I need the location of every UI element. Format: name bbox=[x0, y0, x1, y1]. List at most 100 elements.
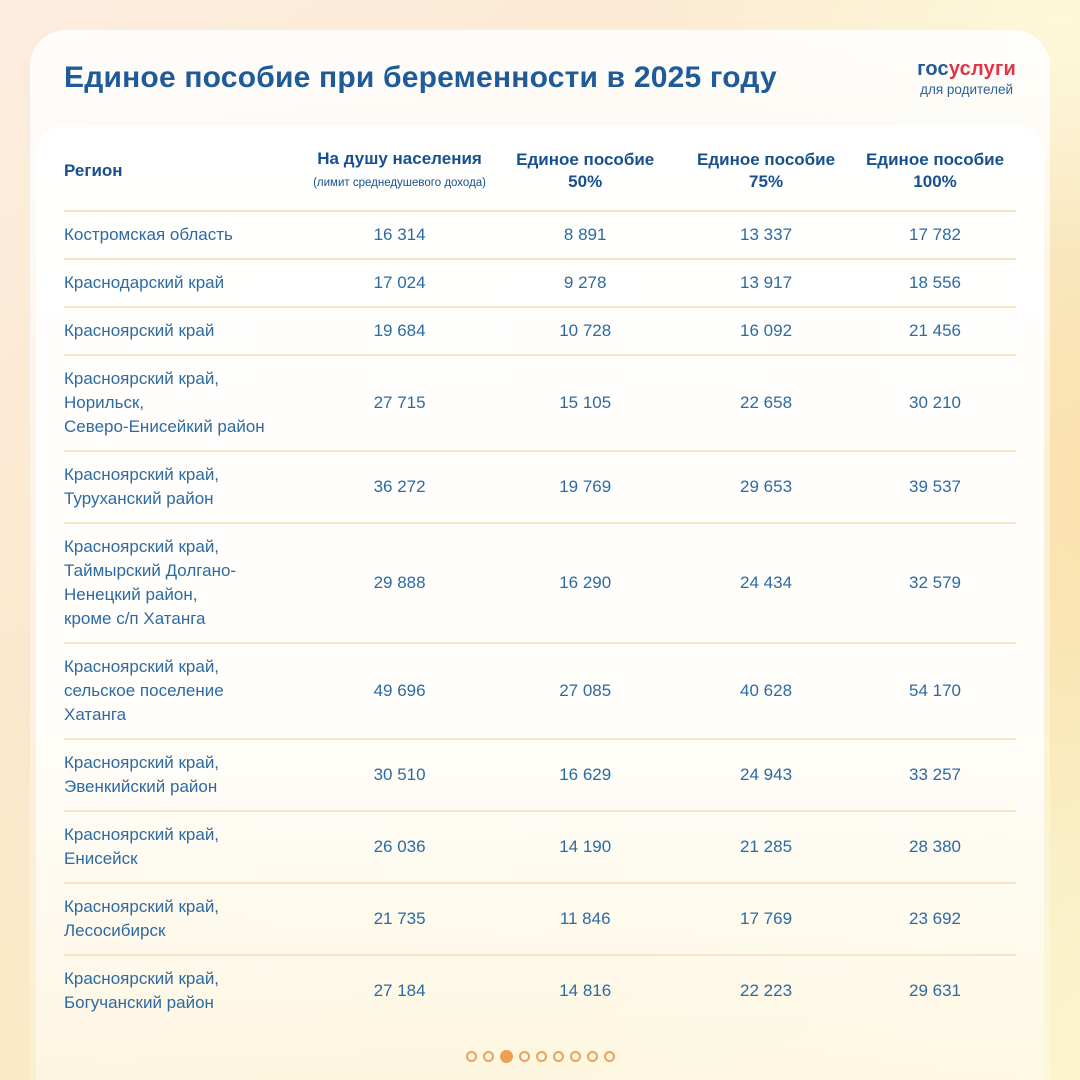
benefit-50-value: 11 846 bbox=[559, 909, 611, 928]
benefit-100-value: 54 170 bbox=[909, 681, 962, 700]
benefit-75-label: 75% bbox=[749, 172, 784, 191]
benefit-100-value: 30 210 bbox=[909, 393, 962, 412]
benefit-75-value: 21 285 bbox=[740, 837, 793, 856]
benefit-50-value: 10 728 bbox=[559, 321, 612, 340]
table-row: Красноярский край 19 684 10 728 16 092 21 45… bbox=[64, 308, 1016, 356]
benefit-75-value: 40 628 bbox=[740, 681, 793, 700]
region-cell: Красноярский край, Туруханский район bbox=[64, 465, 220, 508]
table-row: Красноярский край, Лесосибирск 21 735 11 8… bbox=[64, 884, 1016, 956]
per-capita-value: 21 735 bbox=[373, 909, 426, 928]
table-header-row: Регион На душу населения (лимит среднеду… bbox=[64, 126, 1016, 212]
benefit-50-value: 19 769 bbox=[559, 477, 612, 496]
column-header-per-capita: На душу населения (лимит среднедушевого … bbox=[307, 148, 493, 194]
benefit-50-value: 9 278 bbox=[563, 273, 607, 292]
content-card: Единое пособие при беременности в 2025 г… bbox=[30, 30, 1050, 1080]
carousel-dot[interactable] bbox=[569, 1051, 581, 1062]
carousel-dot[interactable] bbox=[603, 1051, 615, 1062]
logo-subtitle: для родителей bbox=[920, 82, 1014, 98]
per-capita-value: 36 272 bbox=[373, 477, 426, 496]
benefit-100-value: 21 456 bbox=[909, 321, 962, 340]
benefit-75-value: 13 917 bbox=[740, 273, 793, 292]
benefit-50-value: 27 085 bbox=[559, 681, 612, 700]
benefit-75-value: 22 223 bbox=[740, 981, 793, 1000]
per-capita-value: 29 888 bbox=[373, 573, 426, 592]
benefit-75-value: 16 092 bbox=[740, 321, 793, 340]
benefit-75-value: 17 769 bbox=[740, 909, 793, 928]
carousel-dot[interactable] bbox=[535, 1051, 547, 1062]
benefit-75-value: 22 658 bbox=[740, 393, 793, 412]
per-capita-value: 16 314 bbox=[373, 225, 426, 244]
logo-part-red: услуги bbox=[948, 58, 1016, 81]
benefit-label: Единое пособие bbox=[516, 150, 655, 169]
benefit-100-value: 18 556 bbox=[909, 273, 962, 292]
benefit-100-value: 32 579 bbox=[909, 573, 962, 592]
region-cell: Красноярский край, сельское поселение Ха… bbox=[64, 657, 224, 724]
per-capita-value: 19 684 bbox=[373, 321, 426, 340]
region-cell: Красноярский край, Енисейск bbox=[64, 825, 220, 868]
benefit-50-value: 14 190 bbox=[559, 837, 612, 856]
table-row: Краснодарский край 17 024 9 278 13 917 18 55… bbox=[64, 260, 1016, 308]
region-cell: Красноярский край, Таймырский Долгано- Н… bbox=[64, 537, 237, 628]
table-row: Красноярский край, Норильск, Северо-Енис… bbox=[64, 356, 1016, 452]
column-header-benefit-100: Единое пособие 100% bbox=[854, 149, 1016, 193]
gosuslugi-logo: госуслуги для родителей bbox=[917, 58, 1016, 98]
benefit-label: Единое пособие bbox=[697, 150, 836, 169]
per-capita-value: 49 696 bbox=[373, 681, 426, 700]
carousel-dots bbox=[36, 1050, 1044, 1063]
region-cell: Красноярский край, Лесосибирск bbox=[64, 897, 220, 940]
benefit-100-label: 100% bbox=[913, 172, 957, 191]
gosuslugi-logo-text: госуслуги bbox=[917, 58, 1016, 81]
carousel-dot[interactable] bbox=[552, 1051, 564, 1062]
table-row: Красноярский край, Туруханский район 36 2… bbox=[64, 452, 1016, 524]
table-row: Красноярский край, Богучанский район 27 1… bbox=[64, 956, 1016, 1026]
benefit-50-value: 16 629 bbox=[559, 765, 612, 784]
region-cell: Костромская область bbox=[64, 225, 233, 244]
per-capita-note: (лимит среднедушевого дохода) bbox=[313, 177, 487, 189]
table-row: Красноярский край, Эвенкийский район 30 5… bbox=[64, 740, 1016, 812]
per-capita-value: 27 715 bbox=[373, 393, 426, 412]
region-cell: Красноярский край, Эвенкийский район bbox=[64, 753, 220, 796]
column-header-benefit-50: Единое пособие 50% bbox=[492, 149, 678, 193]
benefit-100-value: 23 692 bbox=[909, 909, 962, 928]
carousel-dot[interactable] bbox=[518, 1051, 530, 1062]
region-cell: Красноярский край, Норильск, Северо-Енис… bbox=[64, 369, 265, 436]
region-cell: Красноярский край bbox=[64, 321, 215, 340]
carousel-dot[interactable] bbox=[465, 1051, 477, 1062]
carousel-dot-active[interactable] bbox=[499, 1050, 513, 1063]
per-capita-value: 26 036 bbox=[373, 837, 426, 856]
table-row: Костромская область 16 314 8 891 13 337 17 7… bbox=[64, 212, 1016, 260]
per-capita-value: 17 024 bbox=[373, 273, 426, 292]
benefit-100-value: 28 380 bbox=[909, 837, 962, 856]
per-capita-label: На душу населения bbox=[317, 149, 482, 168]
page-header: Единое пособие при беременности в 2025 г… bbox=[30, 30, 1050, 126]
carousel-dot[interactable] bbox=[482, 1051, 494, 1062]
per-capita-value: 27 184 bbox=[373, 981, 426, 1000]
benefit-100-value: 33 257 bbox=[909, 765, 962, 784]
benefit-75-value: 24 434 bbox=[740, 573, 793, 592]
region-cell: Краснодарский край bbox=[64, 273, 225, 292]
benefit-50-value: 14 816 bbox=[559, 981, 612, 1000]
logo-part-blue: гос bbox=[917, 58, 949, 81]
table-row: Красноярский край, сельское поселение Ха… bbox=[64, 644, 1016, 740]
table-row: Красноярский край, Таймырский Долгано- Н… bbox=[64, 524, 1016, 644]
per-capita-value: 30 510 bbox=[373, 765, 426, 784]
benefit-50-value: 8 891 bbox=[563, 225, 607, 244]
benefit-100-value: 39 537 bbox=[909, 477, 962, 496]
carousel-dot[interactable] bbox=[586, 1051, 598, 1062]
benefit-100-value: 29 631 bbox=[909, 981, 962, 1000]
benefit-table-card: Регион На душу населения (лимит среднеду… bbox=[36, 126, 1044, 1080]
benefit-75-value: 29 653 bbox=[740, 477, 793, 496]
column-header-benefit-75: Единое пособие 75% bbox=[678, 149, 854, 193]
region-cell: Красноярский край, Богучанский район bbox=[64, 969, 220, 1012]
page-title: Единое пособие при беременности в 2025 г… bbox=[64, 61, 777, 94]
benefit-75-value: 13 337 bbox=[740, 225, 793, 244]
table-body: Костромская область 16 314 8 891 13 337 17 7… bbox=[64, 212, 1016, 1026]
table-row: Красноярский край, Енисейск 26 036 14 190 2… bbox=[64, 812, 1016, 884]
column-header-region: Регион bbox=[64, 161, 123, 180]
benefit-50-value: 15 105 bbox=[559, 393, 612, 412]
benefit-50-label: 50% bbox=[568, 172, 603, 191]
benefit-100-value: 17 782 bbox=[909, 225, 962, 244]
benefit-75-value: 24 943 bbox=[740, 765, 793, 784]
benefit-50-value: 16 290 bbox=[559, 573, 612, 592]
